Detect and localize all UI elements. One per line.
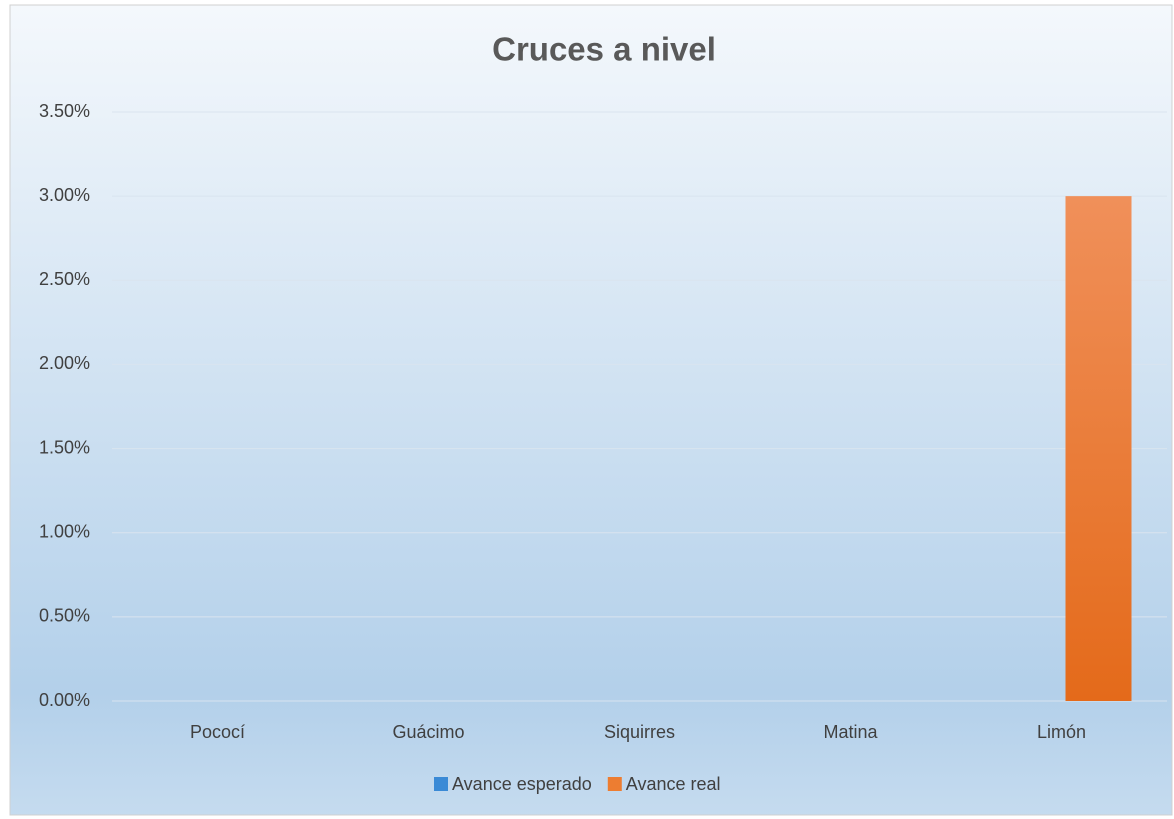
y-tick-label: 1.00% — [39, 521, 90, 541]
legend-swatch — [434, 777, 448, 791]
x-tick-label: Siquirres — [604, 722, 675, 742]
y-tick-label: 1.50% — [39, 437, 90, 457]
y-tick-label: 0.00% — [39, 690, 90, 710]
legend-swatch — [607, 777, 622, 791]
bar — [1065, 196, 1132, 701]
chart-background — [9, 4, 1173, 816]
y-tick-label: 3.50% — [39, 101, 90, 121]
x-tick-label: Guácimo — [392, 722, 464, 742]
x-tick-label: Matina — [823, 722, 878, 742]
y-tick-label: 2.50% — [39, 269, 90, 289]
y-tick-label: 3.00% — [39, 185, 90, 205]
y-tick-label: 0.50% — [39, 606, 90, 626]
legend-label: Avance esperado — [452, 774, 592, 794]
x-tick-label: Limón — [1037, 722, 1086, 742]
y-tick-label: 2.00% — [39, 353, 90, 373]
legend-label: Avance real — [626, 774, 721, 794]
x-tick-label: Pococí — [190, 722, 245, 742]
chart-title: Cruces a nivel — [492, 31, 716, 68]
